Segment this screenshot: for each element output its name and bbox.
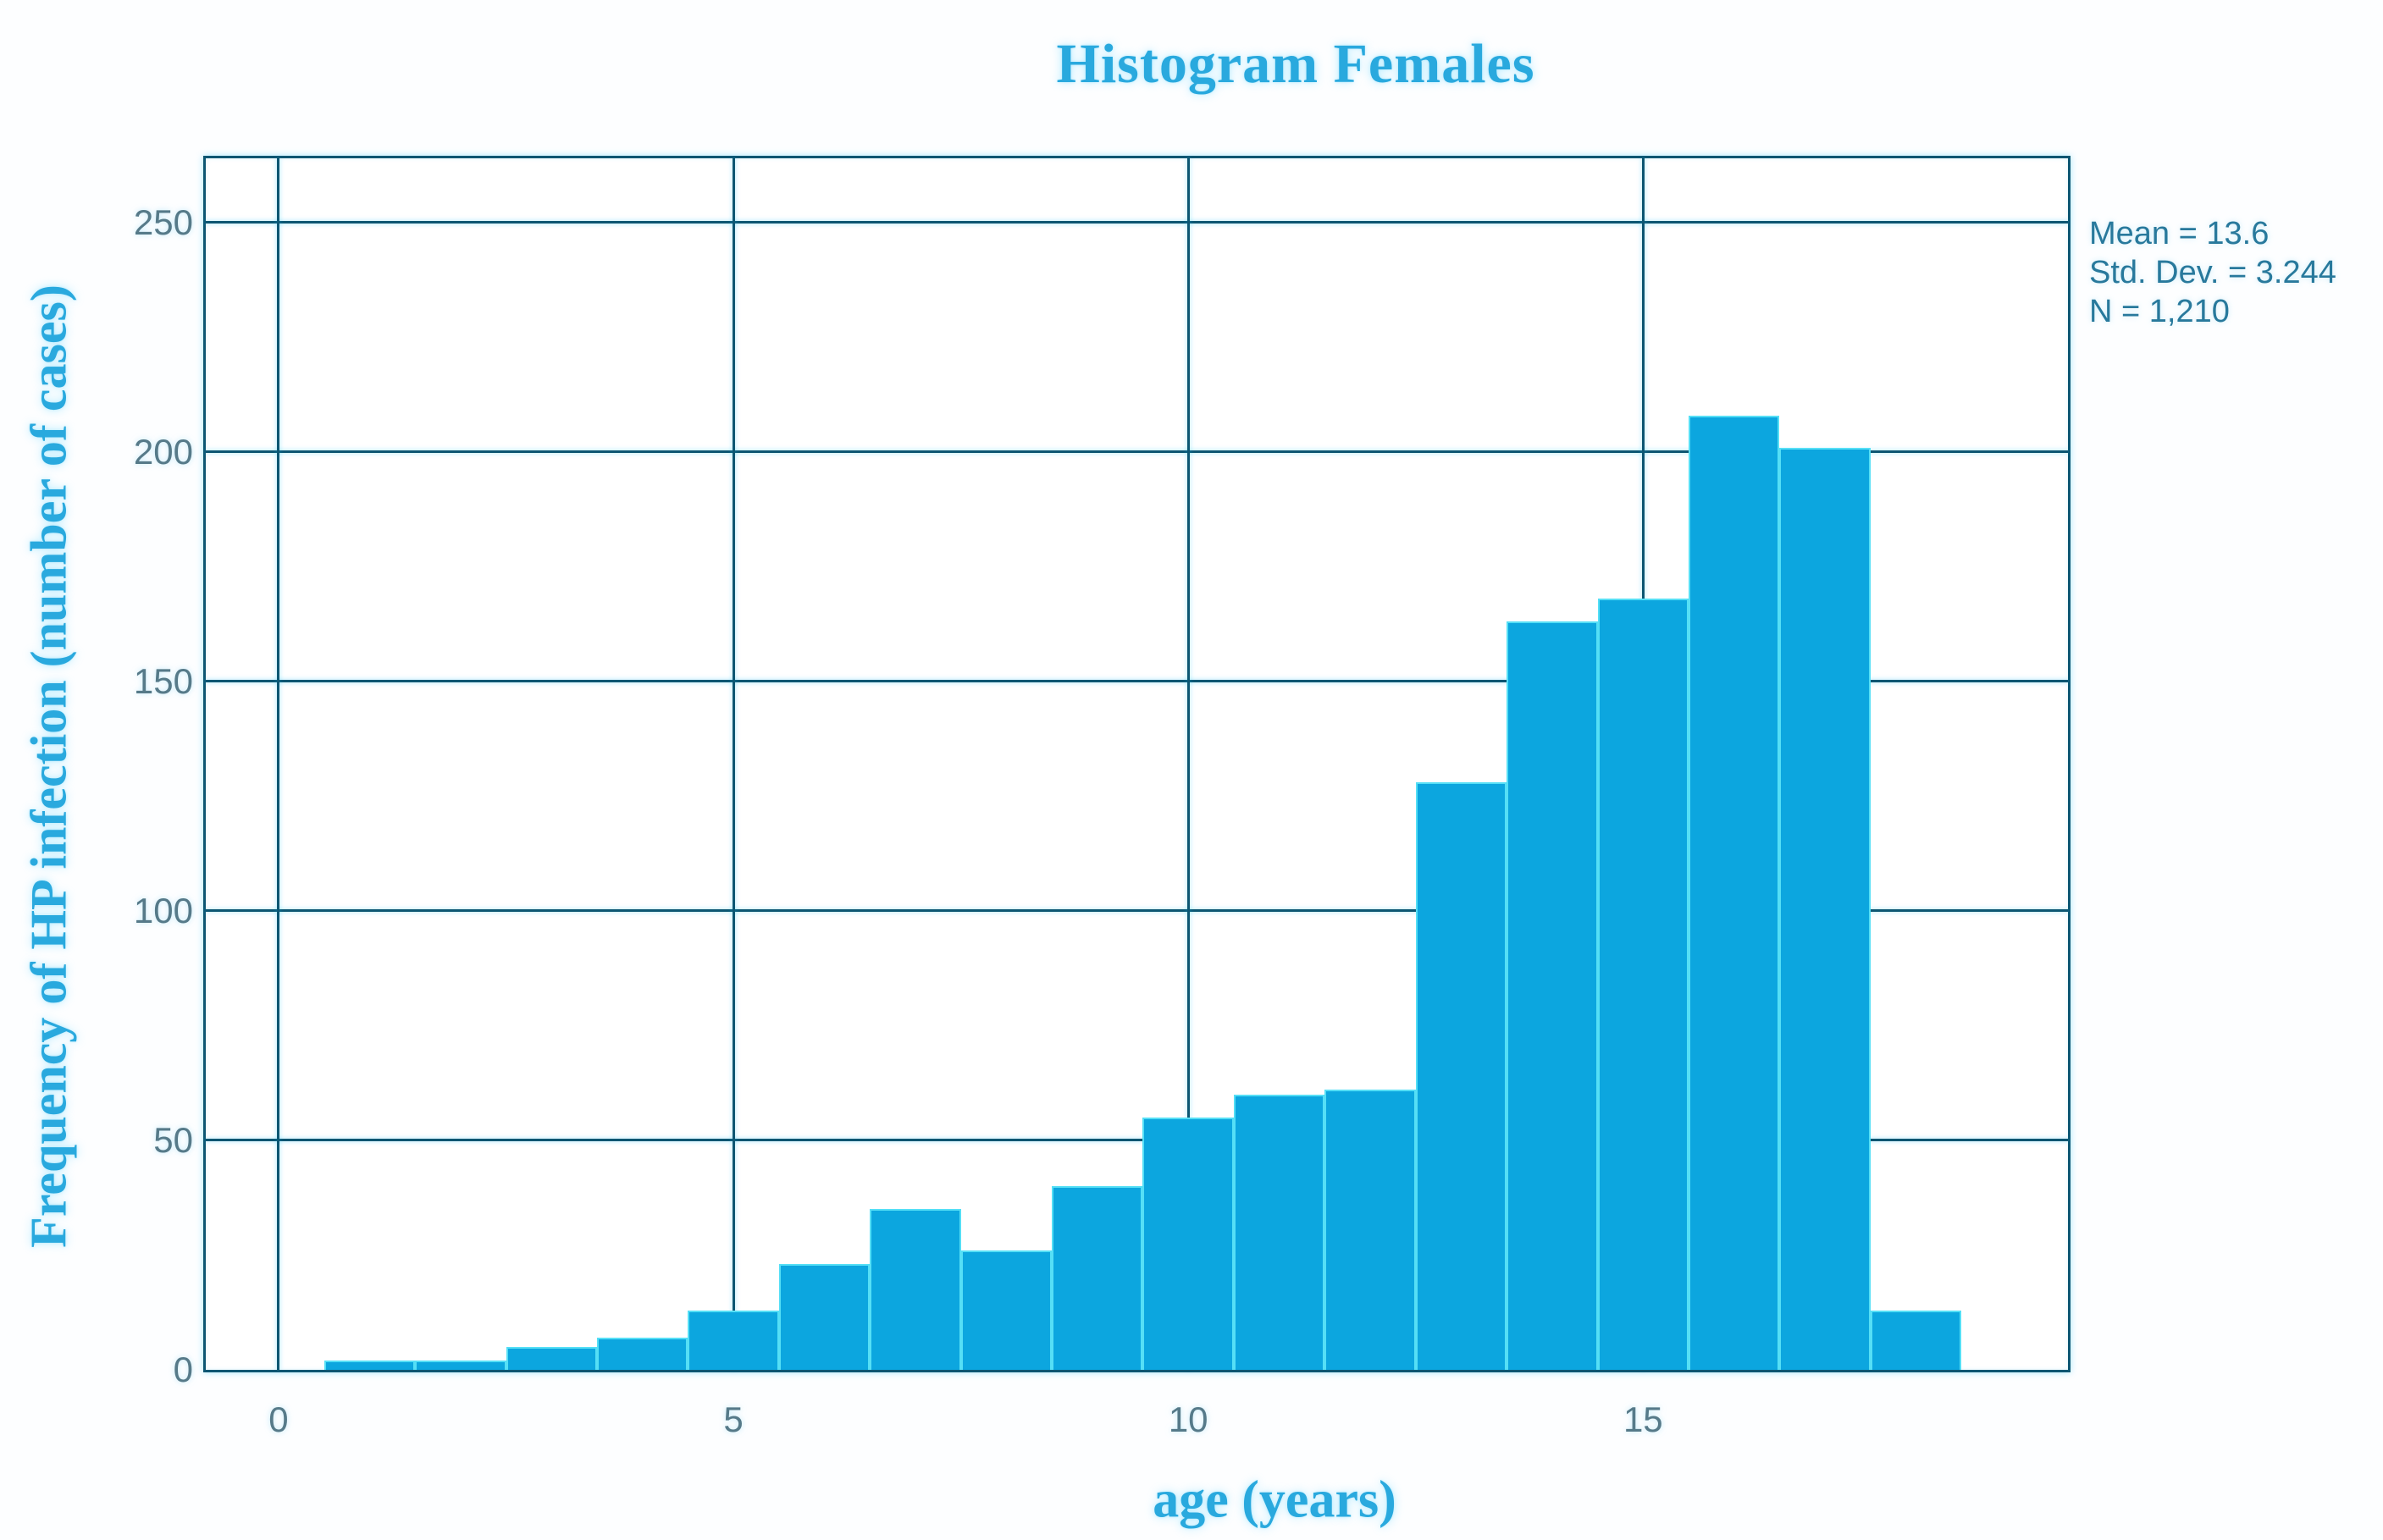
x-axis-title: age (years) bbox=[1153, 1471, 1396, 1529]
y-tick-label: 50 bbox=[153, 1119, 193, 1160]
y-tick-label: 0 bbox=[173, 1350, 193, 1389]
x-tick-label: 15 bbox=[1623, 1399, 1663, 1439]
x-axis-line bbox=[203, 1370, 2071, 1372]
grid-line-h bbox=[206, 909, 2068, 913]
grid-line-h bbox=[206, 450, 2068, 454]
x-tick-label: 0 bbox=[268, 1399, 289, 1439]
histogram-bar bbox=[870, 1209, 961, 1370]
x-tick-label: 10 bbox=[1168, 1399, 1208, 1439]
histogram-bar bbox=[1233, 1094, 1325, 1370]
histogram-bar bbox=[1324, 1090, 1416, 1370]
histogram-bar bbox=[596, 1338, 688, 1370]
stats-line-std-dev: Std. Dev. = 3.244 bbox=[2089, 255, 2336, 290]
histogram-bar bbox=[1779, 447, 1871, 1370]
histogram-bar bbox=[1507, 621, 1598, 1370]
histogram-bar bbox=[1689, 415, 1780, 1370]
grid-line-v bbox=[732, 158, 735, 1370]
histogram-bar bbox=[688, 1310, 779, 1370]
histogram-bar bbox=[1052, 1186, 1143, 1370]
histogram-bar bbox=[960, 1250, 1053, 1370]
histogram-bar bbox=[506, 1346, 597, 1370]
histogram-bar bbox=[1870, 1310, 1962, 1370]
stats-block: Mean = 13.6 Std. Dev. = 3.244 N = 1,210 bbox=[2089, 214, 2336, 331]
y-axis-title: Frequency of HP infection (number of cas… bbox=[20, 284, 77, 1248]
histogram-bar bbox=[1142, 1117, 1234, 1370]
plot-area bbox=[203, 156, 2071, 1372]
stats-line-n: N = 1,210 bbox=[2089, 294, 2230, 329]
chart-title: Histogram Females bbox=[1056, 33, 1535, 95]
grid-line-h bbox=[206, 680, 2068, 683]
grid-line-v bbox=[1186, 158, 1190, 1370]
grid-line-h bbox=[206, 221, 2068, 224]
histogram-bar bbox=[323, 1361, 416, 1370]
y-tick-label: 150 bbox=[133, 660, 193, 701]
x-tick-label: 5 bbox=[723, 1399, 744, 1439]
y-tick-label: 200 bbox=[133, 431, 193, 472]
histogram-bar bbox=[778, 1264, 871, 1370]
histogram-bar bbox=[1415, 782, 1507, 1370]
grid-line-h bbox=[206, 1139, 2068, 1142]
y-tick-label: 100 bbox=[133, 890, 193, 930]
stats-line-mean: Mean = 13.6 bbox=[2089, 216, 2270, 251]
grid-line-v bbox=[277, 158, 280, 1370]
histogram-bar bbox=[1597, 599, 1689, 1370]
histogram-bar bbox=[415, 1361, 506, 1370]
y-tick-label: 250 bbox=[133, 201, 193, 242]
